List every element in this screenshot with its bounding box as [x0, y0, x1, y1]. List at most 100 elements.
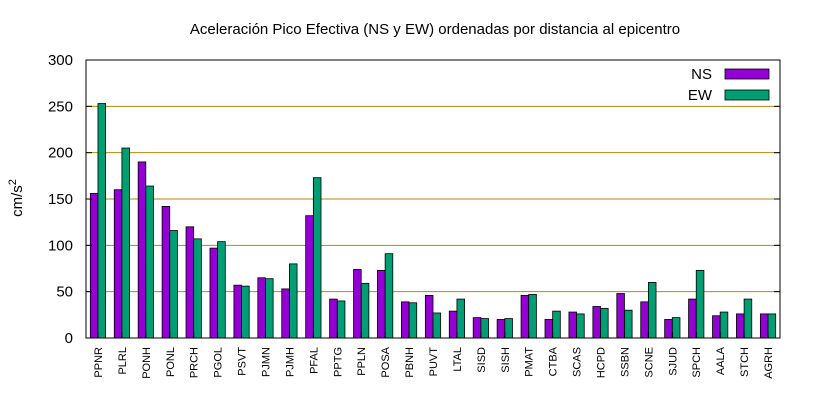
bar-ns — [448, 310, 458, 339]
y-tick-label: 0 — [65, 330, 73, 347]
x-tick-label: PRCH — [189, 347, 201, 378]
bar-ns — [472, 317, 482, 339]
x-tick-label: SISH — [500, 347, 512, 373]
bar-ew — [97, 103, 107, 339]
legend-swatch-ns — [724, 68, 770, 80]
x-tick-label: PMAT — [524, 347, 536, 377]
y-tick-label: 100 — [48, 237, 73, 254]
bar-ew — [504, 318, 513, 339]
x-tick-label: SCAS — [572, 347, 584, 377]
x-tick-label: PUVT — [428, 347, 440, 377]
x-tick-label: HCPD — [596, 347, 608, 378]
bar-ew — [600, 307, 609, 339]
bar-ns — [424, 294, 434, 339]
x-tick-label: PSVT — [237, 347, 249, 376]
x-tick-label: SISD — [476, 347, 488, 373]
bar-ew — [241, 285, 250, 339]
bar-ew — [336, 300, 346, 339]
bars — [89, 103, 777, 339]
bar-ns — [496, 319, 506, 339]
bar-ew — [121, 147, 130, 339]
x-tick-label: AGRH — [763, 347, 775, 379]
bar-ew — [169, 230, 178, 339]
bar-ns — [592, 306, 601, 339]
bar-ns — [233, 284, 242, 339]
legend-swatch-ew — [724, 89, 770, 101]
bar-ns — [89, 193, 99, 339]
x-tick-label: PBNH — [404, 347, 416, 378]
bar-ns — [305, 215, 314, 339]
x-axis: PPNR PLRL PONH PONL PRCH PGOL PSVT PJMN PJMH PFAL… — [93, 332, 775, 379]
y-tick-label: 250 — [48, 98, 73, 115]
x-tick-label: PJMH — [284, 347, 296, 377]
x-tick-label: STCH — [739, 347, 751, 377]
x-tick-label: PPTG — [332, 347, 344, 377]
x-tick-label: AALA — [715, 346, 727, 375]
y-axis: 0 50 100 150 200 250 300 — [48, 52, 780, 347]
y-axis-label-superscript: 2 — [7, 179, 19, 185]
x-tick-label: CTBA — [548, 346, 560, 376]
x-tick-label: SSBN — [619, 347, 631, 377]
legend-label-ew: EW — [688, 87, 713, 104]
bar-ew — [576, 313, 585, 339]
bar-ns — [377, 269, 386, 339]
bar-ns — [688, 298, 697, 339]
x-tick-label: SPCH — [691, 347, 703, 378]
x-tick-label: POSA — [380, 346, 392, 377]
bar-ew — [312, 177, 322, 339]
x-tick-label: PPLN — [356, 347, 368, 376]
bar-ew — [217, 241, 226, 339]
bar-ew — [647, 281, 657, 339]
bar-ns — [353, 269, 362, 339]
bar-ns — [113, 189, 123, 339]
bar-ns — [544, 319, 554, 339]
y-tick-label: 150 — [48, 191, 73, 208]
bar-ns — [329, 298, 338, 339]
x-tick-label: PONH — [141, 347, 153, 379]
y-tick-label: 200 — [48, 145, 73, 162]
bar-ew — [456, 298, 465, 339]
bar-ew — [719, 311, 729, 339]
bar-ew — [384, 253, 394, 339]
x-tick-label: PJMN — [260, 347, 272, 377]
y-tick-label: 50 — [56, 284, 73, 301]
bar-ew — [289, 263, 298, 339]
bar-ew — [624, 309, 633, 339]
legend: NS EW — [688, 66, 770, 104]
bar-ew — [480, 318, 489, 339]
bar-ew — [432, 312, 442, 339]
y-axis-label: cm/s2 — [7, 179, 26, 217]
x-tick-label: LTAL — [452, 347, 464, 372]
bar-ns — [759, 313, 769, 339]
bar-ns — [640, 301, 649, 339]
x-tick-label: PONL — [165, 347, 177, 377]
bar-ns — [185, 226, 195, 339]
bar-ns — [281, 288, 290, 339]
bar-ew — [552, 310, 561, 339]
bar-ns — [161, 206, 171, 339]
bar-ew — [360, 282, 370, 339]
bar-ew — [743, 298, 753, 339]
bar-ns — [520, 294, 530, 339]
bar-ns — [736, 313, 745, 339]
y-tick-label: 300 — [48, 52, 73, 69]
bar-ns — [616, 293, 625, 339]
bar-ns — [209, 247, 219, 339]
bar-ns — [568, 311, 577, 339]
x-tick-label: PLRL — [117, 347, 129, 375]
bar-ns — [664, 319, 673, 339]
x-tick-label: SCNE — [643, 347, 655, 378]
bar-ew — [265, 278, 274, 339]
chart-title: Aceleración Pico Efectiva (NS y EW) orde… — [190, 21, 680, 38]
bar-ns — [401, 301, 410, 339]
bar-ew — [695, 269, 705, 339]
bar-ns — [712, 315, 721, 339]
bar-ns — [257, 277, 266, 339]
x-tick-label: PGOL — [213, 347, 225, 378]
bar-ns — [137, 161, 147, 339]
x-tick-label: PFAL — [308, 347, 320, 374]
x-tick-label: SJUD — [667, 347, 679, 376]
bar-ew — [671, 317, 681, 339]
bar-ew — [767, 313, 777, 339]
